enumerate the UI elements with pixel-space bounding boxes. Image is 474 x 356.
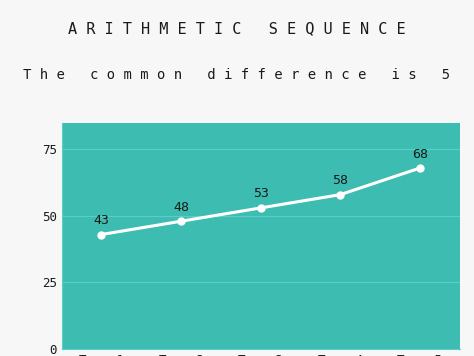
Text: 68: 68 <box>412 148 428 161</box>
Text: T h e   c o m m o n   d i f f e r e n c e   i s   5: T h e c o m m o n d i f f e r e n c e i … <box>23 68 451 82</box>
Text: 53: 53 <box>253 188 269 200</box>
Text: 58: 58 <box>332 174 348 187</box>
Text: 43: 43 <box>93 214 109 227</box>
Text: 48: 48 <box>173 201 189 214</box>
Text: A R I T H M E T I C   S E Q U E N C E: A R I T H M E T I C S E Q U E N C E <box>68 21 406 36</box>
